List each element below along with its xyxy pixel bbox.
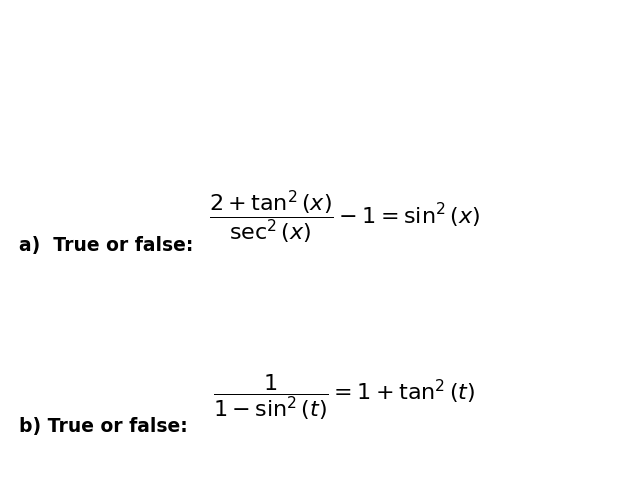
- Text: b) True or false:: b) True or false:: [19, 416, 188, 436]
- Text: $\dfrac{2+\tan^{2}(x)}{\sec^{2}(x)} - 1 = \sin^{2}(x)$: $\dfrac{2+\tan^{2}(x)}{\sec^{2}(x)} - 1 …: [209, 188, 480, 245]
- Text: a)  True or false:: a) True or false:: [19, 236, 193, 256]
- Text: $\dfrac{1}{1-\sin^{2}(t)} = 1 + \tan^{2}(t)$: $\dfrac{1}{1-\sin^{2}(t)} = 1 + \tan^{2}…: [213, 372, 476, 422]
